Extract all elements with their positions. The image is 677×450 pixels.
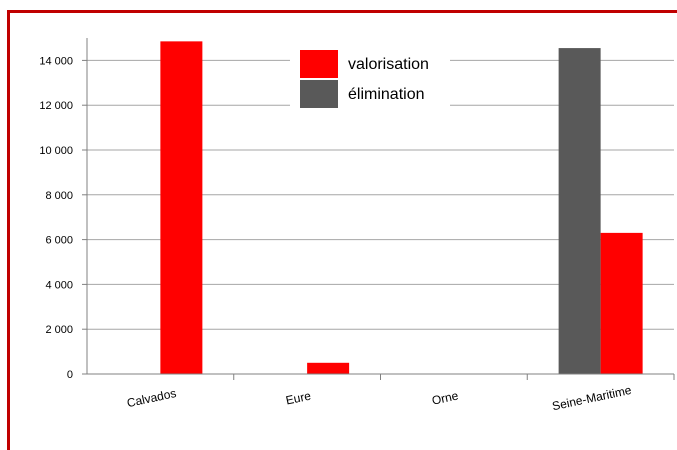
chart-frame	[7, 10, 677, 450]
legend: valorisation élimination	[290, 44, 450, 116]
bar-élimination-Seine-Maritime	[558, 48, 601, 375]
x-category-label: Orne	[431, 388, 460, 407]
y-tick-label: 2 000	[45, 324, 73, 336]
legend-swatch	[300, 80, 338, 108]
legend-label: valorisation	[348, 56, 429, 73]
legend-swatch	[300, 50, 338, 78]
bar-valorisation-Calvados	[160, 41, 203, 375]
x-axis-category-labels: Calvados Eure Orne Seine-Maritime	[126, 383, 633, 414]
y-tick-label: 4 000	[45, 279, 73, 291]
axes	[82, 38, 675, 380]
bar-valorisation-Seine-Maritime	[600, 232, 643, 374]
bar-valorisation-Eure	[307, 362, 350, 374]
x-category-label: Eure	[284, 389, 312, 408]
y-tick-label: 12 000	[39, 100, 73, 112]
x-category-label: Seine-Maritime	[551, 383, 633, 414]
y-tick-label: 6 000	[45, 235, 73, 247]
y-tick-label: 0	[67, 369, 73, 381]
y-tick-label: 14 000	[39, 55, 73, 67]
x-category-label: Calvados	[126, 386, 178, 410]
y-tick-label: 10 000	[39, 145, 73, 157]
y-tick-label: 8 000	[45, 190, 73, 202]
bars	[160, 41, 643, 375]
legend-label: élimination	[348, 86, 424, 103]
y-axis-tick-labels: 0 2 000 4 000 6 000 8 000 10 000 12 000 14 000	[39, 55, 73, 381]
